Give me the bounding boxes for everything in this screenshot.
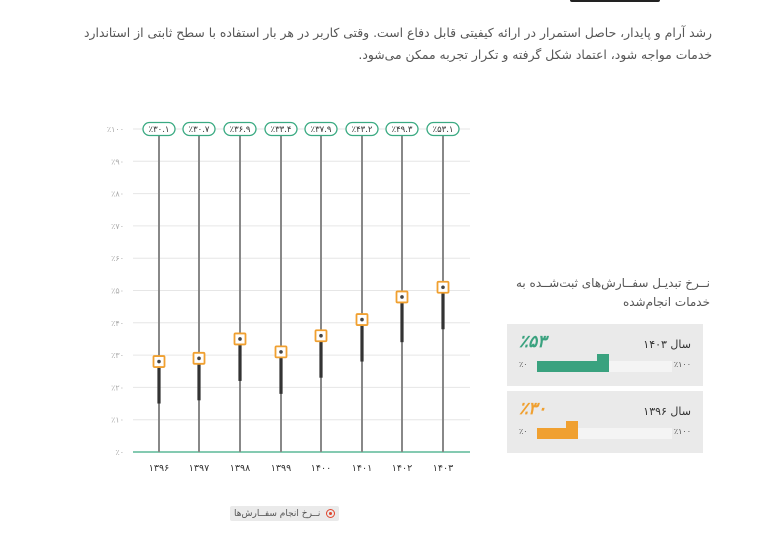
card-max-label: ٪۱۰۰: [673, 360, 691, 369]
x-tick-label: ۱۳۹۶: [149, 463, 169, 474]
legend-marker-icon: [326, 509, 336, 518]
y-tick-label: ٪۴۰: [111, 319, 124, 328]
y-tick-label: ٪۲۰: [111, 383, 124, 392]
card-percent-label: ٪۳۰: [519, 399, 547, 419]
card-min-label: ٪۰: [519, 427, 528, 436]
conversion-card-1396: سال ۱۳۹۶ ٪۳۰ ٪۰ ٪۱۰۰: [507, 391, 703, 453]
value-marker-dot: [279, 350, 283, 354]
card-progress-track: [537, 354, 672, 372]
value-label: ٪۴۹.۳: [392, 125, 413, 135]
value-label: ٪۳۰.۷: [189, 125, 210, 135]
card-progress-fill: [537, 428, 578, 439]
x-tick-label: ۱۴۰۳: [433, 463, 453, 474]
card-progress-cap: [565, 421, 578, 428]
value-label-pill: [385, 121, 419, 137]
value-marker-dot: [157, 359, 161, 364]
x-tick-label: ۱۴۰۰: [311, 463, 331, 474]
y-tick-label: ٪۰: [115, 448, 124, 457]
x-tick-label: ۱۴۰۱: [352, 463, 372, 474]
legend-label: نــرخ انجام سفــارش‌ها: [234, 508, 321, 519]
value-label-pill: [223, 121, 257, 137]
top-cropped-heading: [570, 0, 660, 2]
value-marker-dot: [400, 295, 404, 299]
value-marker-dot: [197, 356, 201, 361]
y-tick-label: ٪۹۰: [111, 157, 124, 166]
y-tick-label: ٪۷۰: [111, 222, 124, 231]
x-tick-label: ۱۳۹۹: [271, 463, 291, 474]
chart-legend[interactable]: نــرخ انجام سفــارش‌ها: [230, 506, 340, 521]
value-label-pill: [426, 121, 460, 137]
y-tick-label: ٪۵۰: [111, 287, 124, 296]
intro-paragraph: رشد آرام و پایدار، حاصل استمرار در ارائه…: [84, 25, 712, 63]
value-label-pill: [345, 121, 379, 137]
value-label-pill: [304, 121, 338, 137]
y-tick-label: ٪۳۰: [111, 351, 124, 360]
value-label-pill: [264, 121, 298, 137]
x-tick-label: ۱۳۹۷: [189, 463, 209, 474]
value-label: ٪۳۰.۱: [149, 125, 170, 135]
y-tick-label: ٪۶۰: [111, 254, 124, 263]
card-progress-fill: [537, 361, 609, 372]
value-marker-dot: [319, 333, 323, 338]
value-marker-dot: [360, 317, 364, 322]
value-label-pill: [142, 121, 176, 137]
y-tick-label: ٪۱۰: [111, 416, 124, 425]
value-marker-dot: [441, 285, 445, 290]
conversion-card-1403: سال ۱۴۰۳ ٪۵۳ ٪۰ ٪۱۰۰: [507, 324, 703, 386]
value-label: ٪۵۳.۱: [433, 125, 454, 135]
value-label: ٪۳۳.۴: [271, 125, 292, 135]
conversion-panel-title: نــرخ تبدیـل سفــارش‌های ثبت‌شــده به خد…: [515, 276, 710, 309]
card-progress-cap: [596, 354, 609, 361]
y-tick-label: ٪۸۰: [111, 190, 124, 199]
card-year-label: سال ۱۳۹۶: [643, 405, 691, 418]
card-max-label: ٪۱۰۰: [673, 427, 691, 436]
y-tick-label: ٪۱۰۰: [107, 125, 124, 134]
x-tick-label: ۱۴۰۲: [392, 463, 412, 474]
card-progress-track: [537, 421, 672, 439]
card-percent-label: ٪۵۳: [519, 332, 547, 352]
card-year-label: سال ۱۴۰۳: [643, 338, 691, 351]
value-label: ٪۴۳.۲: [352, 125, 373, 135]
card-min-label: ٪۰: [519, 360, 528, 369]
value-label: ٪۳۷.۹: [311, 125, 332, 135]
value-label: ٪۳۶.۹: [230, 125, 251, 135]
value-marker-dot: [238, 337, 242, 341]
x-tick-label: ۱۳۹۸: [230, 463, 250, 474]
value-label-pill: [182, 121, 216, 137]
